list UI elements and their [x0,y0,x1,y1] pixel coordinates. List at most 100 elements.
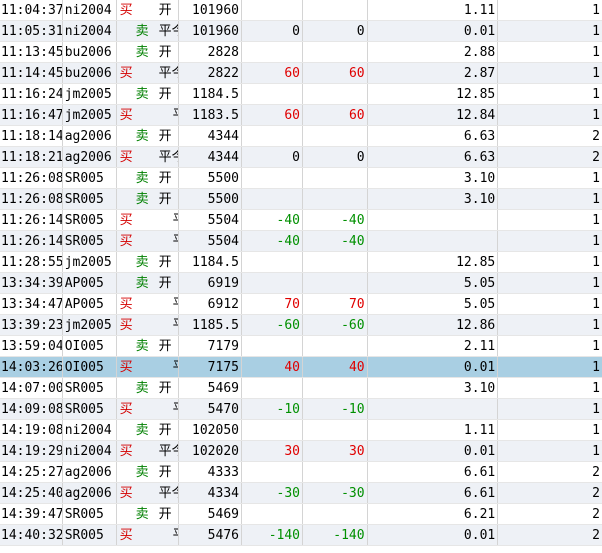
cell-contract: jm2005 [63,105,117,125]
table-row[interactable]: 11:05:31 ni2004 卖 平今 101960 0 0 0.01 1 [0,21,602,42]
table-row[interactable]: 14:40:32 SR005 买 平 5476 -140 -140 0.01 2 [0,525,602,546]
cell-qty: 1 [592,3,600,18]
cell-fee: 2.87 [368,63,499,83]
cell-fee: 1.11 [368,420,499,440]
cell-profit-b: -40 [303,210,368,230]
cell-fee: 0.01 [368,525,499,545]
cell-price: 5469 [179,504,242,524]
table-row[interactable]: 11:14:45 bu2006 买 平今 2822 60 60 2.87 1 [0,63,602,84]
cell-profit-b: 30 [303,441,368,461]
cell-price: 5504 [179,210,242,230]
table-row[interactable]: 14:25:27 ag2006 卖 开 4333 6.61 2 [0,462,602,483]
table-row[interactable]: 11:04:37 ni2004 买 开 101960 1.11 1 [0,0,602,21]
cell-profit-b: 0 [303,147,368,167]
table-row[interactable]: 13:39:23 jm2005 买 平 1185.5 -60 -60 12.86… [0,315,602,336]
table-row[interactable]: 11:26:08 SR005 卖 开 5500 3.10 1 [0,189,602,210]
cell-direction: 买 平 [117,231,180,251]
cell-qty: 2 [592,465,600,480]
cell-time: 11:05:31 [0,21,63,41]
cell-profit-b: 0 [303,21,368,41]
open-close-label: 开 [158,45,172,60]
table-row[interactable]: 13:34:47 AP005 买 平 6912 70 70 5.05 1 [0,294,602,315]
open-close-label: 平 [173,399,179,419]
cell-fee [368,231,499,251]
cell-price: 5476 [179,525,242,545]
cell-price: 102050 [179,420,242,440]
table-row[interactable]: 13:59:04 OI005 卖 开 7179 2.11 1 [0,336,602,357]
cell-contract: SR005 [63,189,117,209]
table-row[interactable]: 14:09:08 SR005 买 平 5470 -10 -10 1 [0,399,602,420]
open-close-label: 平今 [158,66,179,81]
cell-direction: 卖 开 [117,420,180,440]
cell-direction: 卖 平今 [117,21,180,41]
open-close-label: 平 [173,105,179,125]
cell-profit-a [242,504,303,524]
side-label: 卖 [135,507,149,522]
open-close-label: 平今 [158,24,179,39]
table-row[interactable]: 11:26:08 SR005 卖 开 5500 3.10 1 [0,168,602,189]
side-label: 卖 [135,171,149,186]
cell-direction: 买 平 [117,399,180,419]
cell-profit-a [242,126,303,146]
cell-fee: 6.61 [368,483,499,503]
open-close-label: 开 [158,339,172,354]
cell-profit-b [303,42,368,62]
cell-price: 101960 [179,0,242,20]
table-row[interactable]: 11:16:47 jm2005 买 平 1183.5 60 60 12.84 1 [0,105,602,126]
table-row[interactable]: 14:03:26 OI005 买 平 7175 40 40 0.01 1 [0,357,602,378]
cell-contract: SR005 [63,525,117,545]
cell-qty: 1 [592,381,600,396]
table-row[interactable]: 14:19:08 ni2004 卖 开 102050 1.11 1 [0,420,602,441]
cell-time: 11:28:55 [0,252,63,272]
cell-fee: 2.11 [368,336,499,356]
cell-contract: ni2004 [63,0,117,20]
side-label: 买 [119,528,133,543]
table-row[interactable]: 14:25:40 ag2006 买 平今 4334 -30 -30 6.61 2 [0,483,602,504]
cell-time: 14:09:08 [0,399,63,419]
cell-profit-b [303,336,368,356]
table-row[interactable]: 14:19:29 ni2004 买 平今 102020 30 30 0.01 1 [0,441,602,462]
side-label: 买 [119,213,133,228]
cell-profit-b [303,273,368,293]
cell-profit-b: -60 [303,315,368,335]
cell-profit-a [242,462,303,482]
table-row[interactable]: 13:34:39 AP005 卖 开 6919 5.05 1 [0,273,602,294]
cell-contract: ni2004 [63,420,117,440]
cell-profit-b [303,189,368,209]
cell-price: 101960 [179,21,242,41]
table-row[interactable]: 11:13:45 bu2006 卖 开 2828 2.88 1 [0,42,602,63]
table-row[interactable]: 11:26:14 SR005 买 平 5504 -40 -40 1 [0,231,602,252]
cell-direction: 卖 开 [117,504,180,524]
cell-profit-a [242,378,303,398]
cell-direction: 买 平 [117,294,180,314]
side-label: 卖 [135,276,149,291]
cell-contract: OI005 [63,336,117,356]
cell-qty: 1 [592,255,600,270]
open-close-label: 开 [158,129,172,144]
cell-contract: bu2006 [63,42,117,62]
open-close-label: 平今 [158,486,179,501]
cell-direction: 卖 开 [117,252,180,272]
cell-profit-b [303,84,368,104]
cell-direction: 买 平 [117,357,180,377]
cell-contract: SR005 [63,399,117,419]
open-close-label: 平 [173,315,179,335]
cell-profit-b [303,126,368,146]
table-row[interactable]: 14:39:47 SR005 卖 开 5469 6.21 2 [0,504,602,525]
table-row[interactable]: 14:07:00 SR005 卖 开 5469 3.10 1 [0,378,602,399]
cell-profit-b [303,462,368,482]
cell-fee: 6.21 [368,504,499,524]
cell-profit-a: -10 [242,399,303,419]
cell-contract: SR005 [63,168,117,188]
side-label: 卖 [135,24,149,39]
table-row[interactable]: 11:16:24 jm2005 卖 开 1184.5 12.85 1 [0,84,602,105]
cell-fee: 3.10 [368,168,499,188]
table-row[interactable]: 11:26:14 SR005 买 平 5504 -40 -40 1 [0,210,602,231]
table-row[interactable]: 11:18:21 ag2006 买 平今 4344 0 0 6.63 2 [0,147,602,168]
table-row[interactable]: 11:18:14 ag2006 卖 开 4344 6.63 2 [0,126,602,147]
cell-time: 11:26:14 [0,231,63,251]
cell-contract: SR005 [63,504,117,524]
side-label: 卖 [135,381,149,396]
table-row[interactable]: 11:28:55 jm2005 卖 开 1184.5 12.85 1 [0,252,602,273]
